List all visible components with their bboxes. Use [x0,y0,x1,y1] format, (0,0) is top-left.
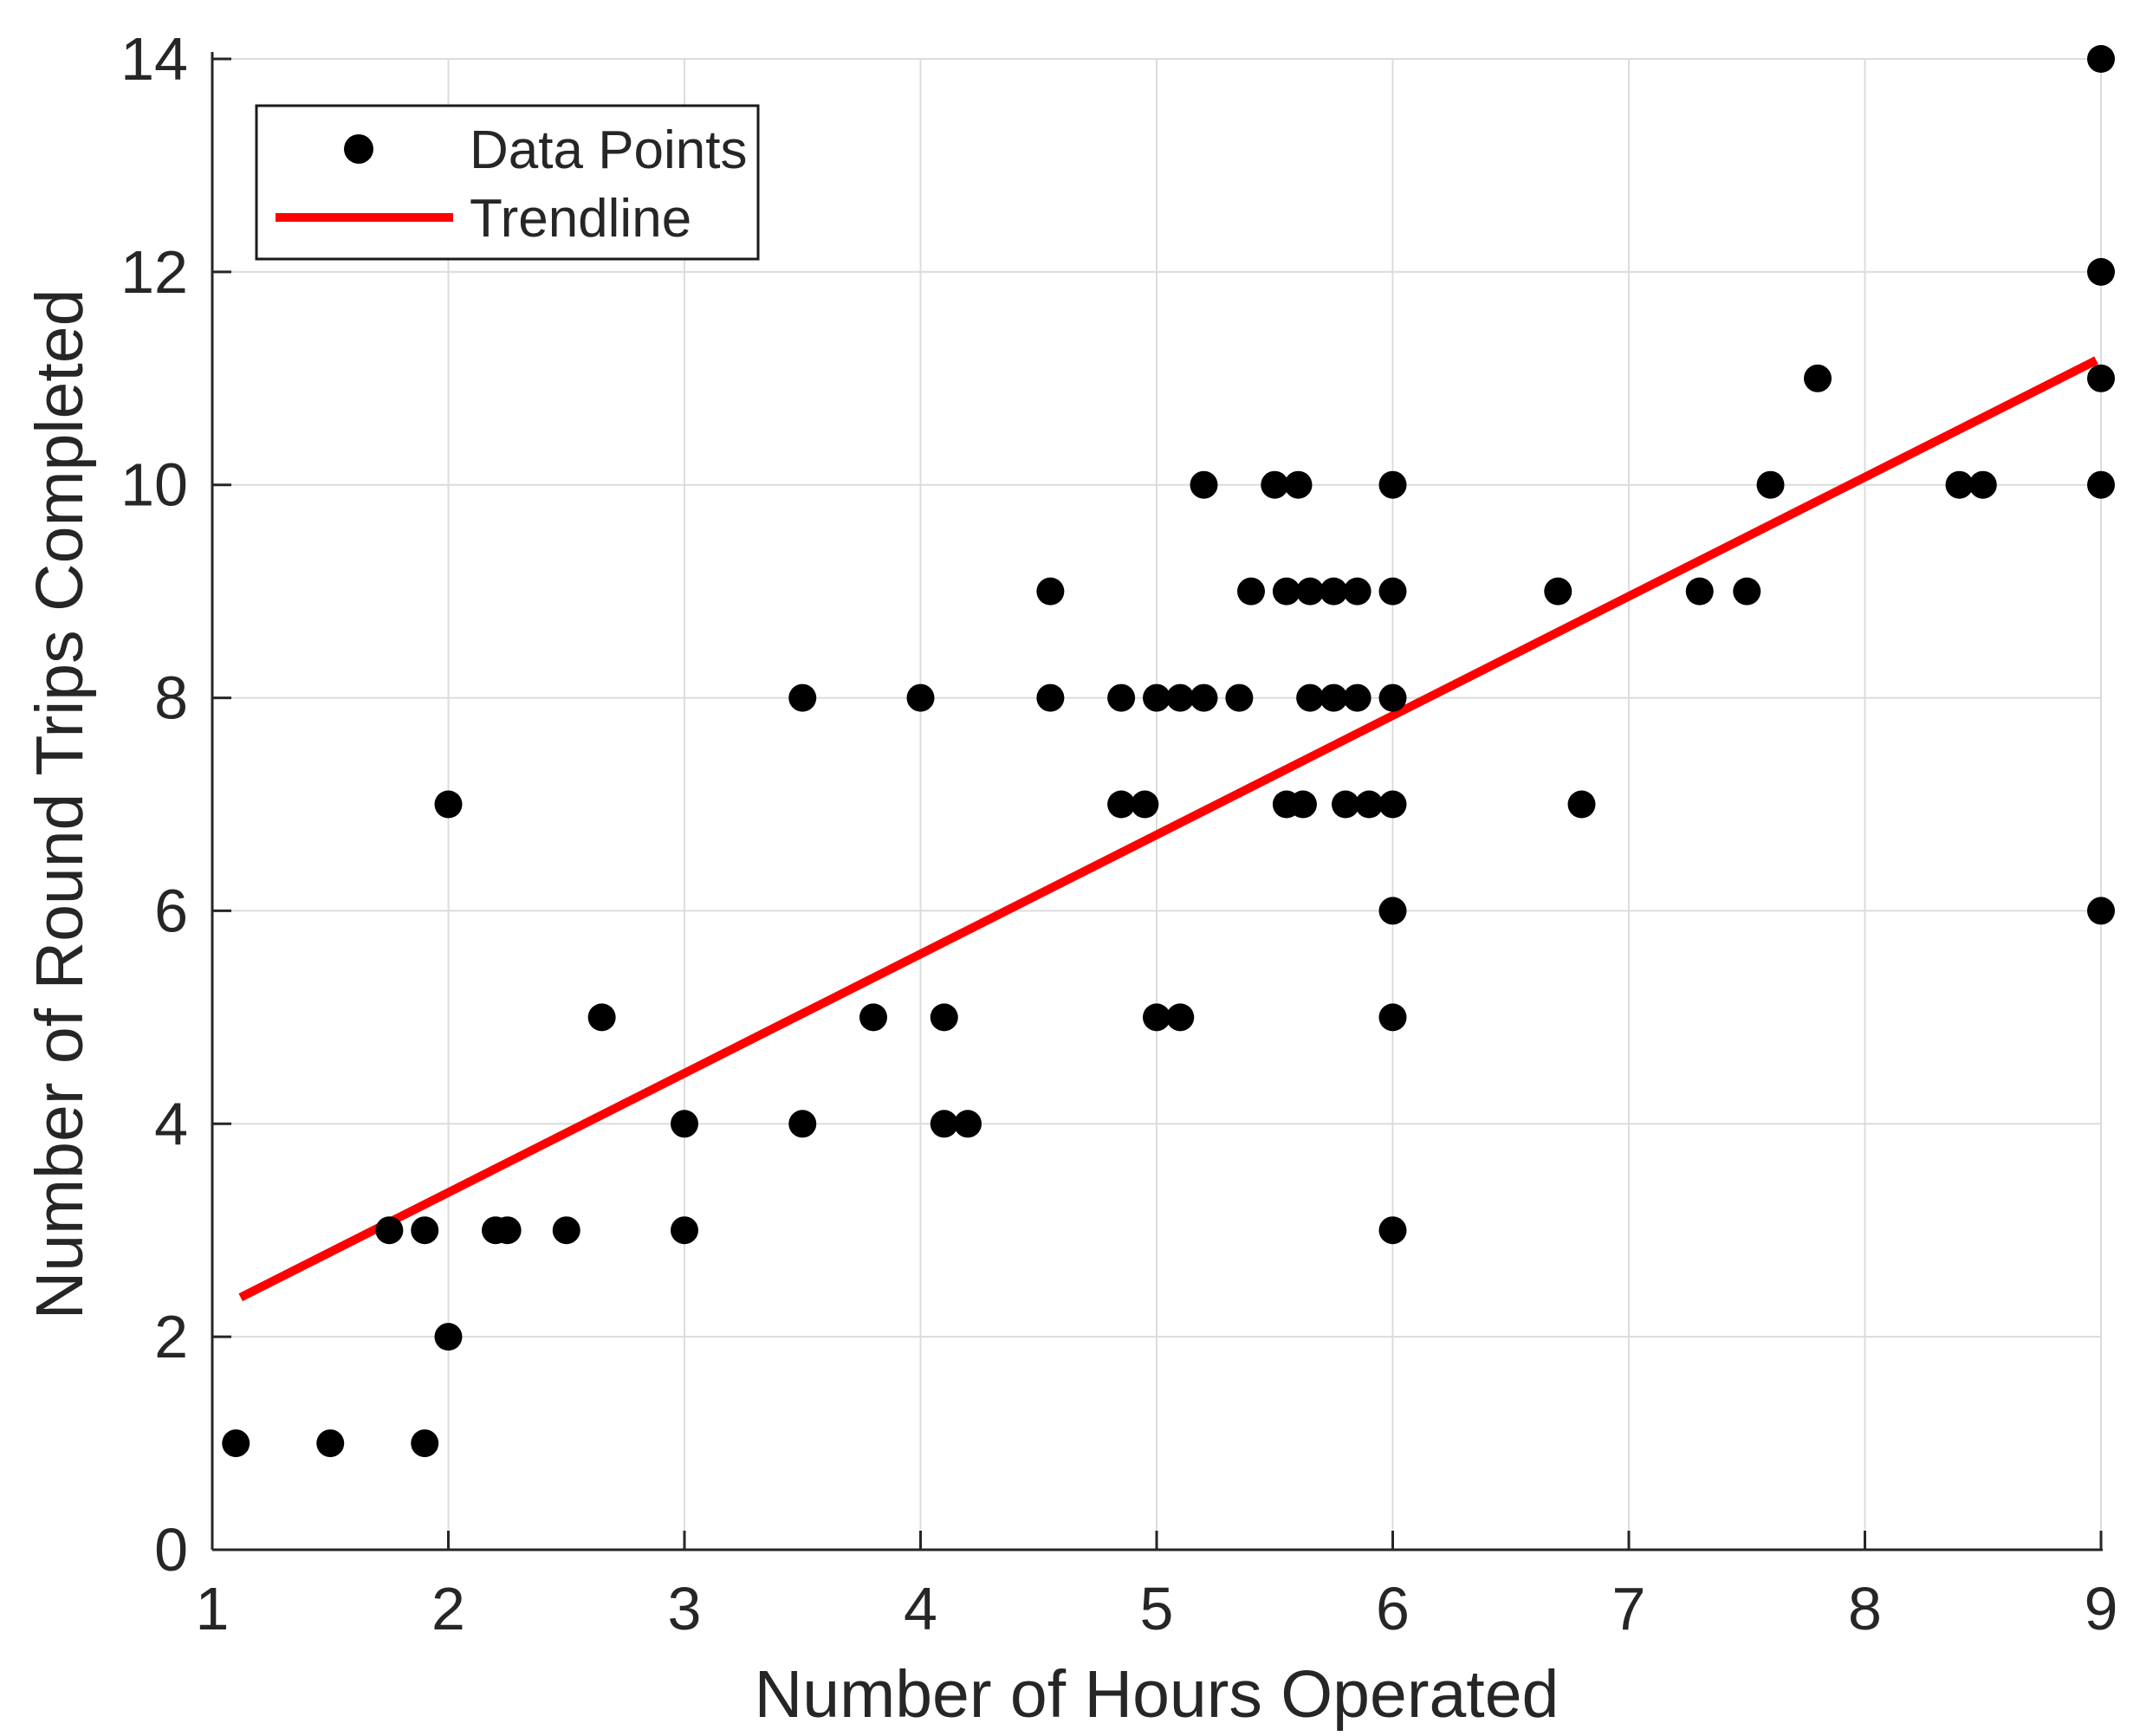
y-tick-label: 14 [120,25,188,93]
axes-spines-and-ticks [211,52,2103,1551]
data-point [930,1110,958,1138]
y-tick-label: 10 [120,451,188,519]
legend-marker-dot-icon [344,134,373,164]
data-point [1355,790,1384,819]
data-point [1733,577,1761,606]
data-point [1272,577,1300,606]
legend: Data Points Trendline [255,104,760,261]
data-point [1166,683,1195,712]
data-point [671,1110,698,1138]
trendline [238,356,2098,1302]
data-point [1804,364,1832,392]
data-point [1225,683,1254,712]
data-points [222,45,2115,1458]
data-point [1143,1003,1171,1032]
data-point [1320,683,1348,712]
data-point [1567,790,1596,819]
data-point [1378,470,1407,499]
y-tick-label: 8 [154,664,188,732]
x-tick-label: 6 [1376,1575,1410,1642]
data-point [1378,1003,1407,1032]
data-point [1378,897,1407,925]
data-point [375,1216,404,1245]
data-point [859,1003,887,1032]
x-tick-label: 3 [668,1575,702,1642]
data-point [788,683,817,712]
data-point [906,683,935,712]
data-point [788,1110,817,1138]
data-point [411,1429,439,1458]
data-point [1378,1216,1407,1245]
data-point [1190,683,1218,712]
x-tick-label: 5 [1140,1575,1174,1642]
data-point [1320,577,1348,606]
data-point [1237,577,1265,606]
data-point [1296,683,1325,712]
data-point [1685,577,1714,606]
data-point [1378,683,1407,712]
data-point [1343,683,1372,712]
data-point [316,1429,345,1458]
data-point [1756,470,1785,499]
data-point [1945,470,1974,499]
data-point [1036,577,1065,606]
data-point [2087,257,2115,286]
x-tick-label: 7 [1612,1575,1646,1642]
x-tick-label: 4 [904,1575,937,1642]
data-point [2087,364,2115,392]
data-point [1107,683,1136,712]
x-tick-label: 2 [431,1575,465,1642]
data-point [1166,1003,1195,1032]
data-point [2087,470,2115,499]
data-point [1544,577,1573,606]
data-point [1343,577,1372,606]
data-point [1284,470,1313,499]
legend-box [255,104,760,261]
data-point [552,1216,580,1245]
data-point [671,1216,698,1245]
data-point [1190,470,1218,499]
y-axis-title: Number of Round Trips Completed [23,289,97,1320]
data-point [1968,470,1997,499]
x-tick-label: 9 [2085,1575,2118,1642]
legend-label-trendline: Trendline [470,189,691,249]
y-tick-label: 6 [154,877,188,944]
data-point [434,1323,463,1351]
data-point [222,1429,250,1458]
data-point [1107,790,1136,819]
data-point [1332,790,1359,819]
data-point [1143,683,1171,712]
data-point [2087,897,2115,925]
data-point [587,1003,616,1032]
x-tick-label: 8 [1848,1575,1882,1642]
data-point [434,790,463,819]
x-tick-label: 1 [196,1575,230,1642]
y-tick-label: 0 [154,1516,188,1584]
data-point [1378,790,1407,819]
data-point [1288,790,1317,819]
data-point [493,1216,522,1245]
data-point [1296,577,1325,606]
x-axis-title: Number of Hours Operated [755,1657,1560,1732]
y-tick-label: 4 [154,1090,188,1157]
data-point [1036,683,1065,712]
y-tick-label: 2 [154,1303,188,1370]
legend-label-data-points: Data Points [470,120,748,180]
data-point [1378,577,1407,606]
data-point [930,1003,958,1032]
data-point [2087,45,2115,73]
data-point [954,1110,982,1138]
data-point [1131,790,1159,819]
data-point [1261,470,1289,499]
y-tick-label: 12 [120,238,188,306]
data-point [411,1216,439,1245]
